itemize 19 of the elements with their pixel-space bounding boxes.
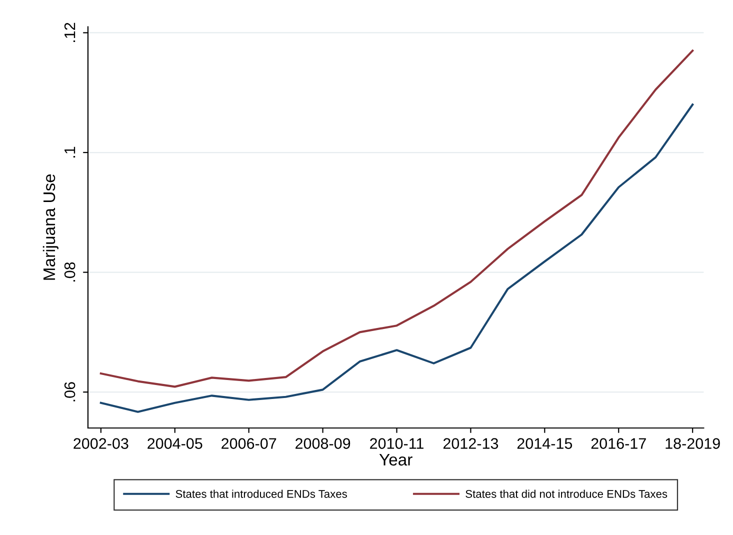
- x-tick-label: 2014-15: [517, 438, 572, 449]
- y-axis-title: Marijuana Use: [42, 174, 58, 280]
- legend-label: States that introduced ENDs Taxes: [176, 490, 347, 498]
- x-tick-label: 18-2019: [666, 438, 720, 449]
- x-tick-label: 2006-07: [222, 438, 276, 449]
- x-tick-label: 2012-13: [443, 438, 498, 449]
- x-tick-label: 2010-11: [370, 438, 424, 449]
- x-tick-label: 2002-03: [74, 438, 128, 449]
- x-tick-label: 2004-05: [148, 438, 202, 449]
- x-tick-label: 2016-17: [591, 438, 646, 449]
- y-tick-label: .06: [64, 382, 76, 402]
- x-tick-label: 2008-09: [296, 438, 350, 449]
- legend-label: States that did not introduce ENDs Taxes: [466, 490, 668, 498]
- x-axis-title: Year: [379, 454, 412, 466]
- y-tick-label: .08: [64, 262, 76, 282]
- line-series: [100, 104, 694, 413]
- line-series: [100, 50, 694, 388]
- y-tick-label: .1: [64, 146, 76, 158]
- y-tick-label: .12: [64, 22, 76, 42]
